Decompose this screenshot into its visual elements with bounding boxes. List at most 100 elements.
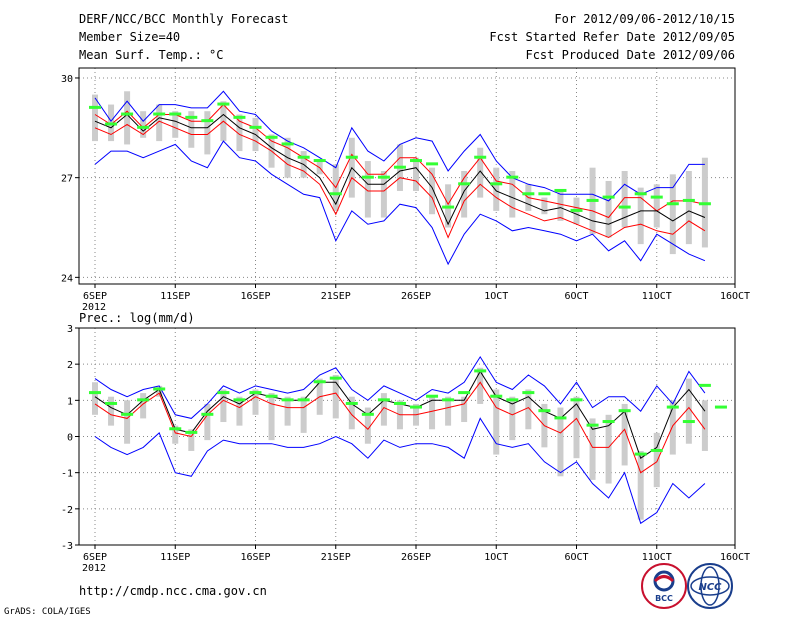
- temp-member-mark: [393, 165, 406, 169]
- temp-member-mark: [297, 155, 310, 159]
- precip-member-mark: [313, 380, 326, 384]
- temp-spread-box: [140, 111, 147, 138]
- bcc-logo-text: BCC: [655, 594, 673, 603]
- precip-spread-box: [172, 425, 179, 444]
- temp-spread-box: [493, 167, 500, 211]
- precip-member-mark: [201, 412, 214, 416]
- precip-spread-box: [509, 396, 516, 441]
- temp-member-mark: [249, 125, 262, 129]
- precip-spread-box: [621, 403, 628, 466]
- precip-member-mark: [265, 394, 278, 398]
- member-size: Member Size=40: [79, 30, 180, 44]
- precip-ytick-label: 1: [67, 396, 73, 407]
- produced-date: Fcst Produced Date 2012/09/06: [525, 48, 735, 62]
- temp-spread-box: [557, 190, 564, 221]
- precip-spread-box: [348, 396, 355, 430]
- precip-xtick-label: 11SEP: [160, 552, 190, 563]
- temp-spread-box: [124, 91, 131, 145]
- temp-line-lower-quantile: [94, 120, 706, 239]
- precip-member-mark: [169, 427, 182, 431]
- precip-member-mark: [153, 387, 166, 391]
- temp-ytick-label: 30: [61, 74, 73, 85]
- temp-ytick-label: 27: [61, 174, 73, 185]
- precip-member-mark: [121, 412, 134, 416]
- temp-member-mark: [698, 202, 711, 206]
- precip-spread-box: [268, 393, 275, 441]
- temp-spread-box: [188, 111, 195, 148]
- temp-member-mark: [634, 192, 647, 196]
- precip-spread-box: [92, 382, 98, 415]
- temp-xtick-label: 11SEP: [160, 291, 190, 302]
- temp-spread-box: [461, 171, 468, 218]
- temp-xtick-label: 6SEP: [83, 291, 107, 302]
- precip-spread-box: [252, 389, 259, 415]
- temp-member-mark: [265, 135, 278, 139]
- precip-spread-box: [605, 414, 612, 484]
- precip-member-mark: [506, 398, 519, 402]
- temp-member-mark: [201, 119, 214, 123]
- temp-spread-box: [413, 157, 419, 191]
- temp-member-mark: [169, 112, 182, 116]
- source-url: http://cmdp.ncc.cma.gov.cn: [79, 584, 267, 598]
- temperature-panel: 24 27 30 6SEP 11SEP 16SEP 21SEP 26SEP 1OCT 6OCT 11…: [61, 67, 750, 313]
- precip-member-mark: [682, 420, 695, 424]
- temp-line-min: [94, 140, 706, 266]
- precip-spread-box: [669, 400, 676, 455]
- temp-spread-box: [156, 104, 163, 142]
- precip-xtick-label: 6SEP: [83, 552, 107, 563]
- temp-member-mark: [281, 142, 294, 146]
- precip-member-mark: [618, 409, 631, 413]
- temp-spread-box: [509, 171, 516, 218]
- precip-member-mark: [281, 398, 294, 402]
- temp-spread-box: [172, 111, 179, 138]
- precip-member-mark: [249, 391, 262, 395]
- temp-spread-box: [92, 94, 98, 142]
- precip-spread-box: [589, 418, 596, 480]
- precip-spread-box: [188, 429, 195, 451]
- precip-spread-box: [220, 389, 227, 423]
- precip-spread-box: [429, 396, 436, 430]
- precip-member-mark: [105, 401, 118, 405]
- temp-member-mark: [217, 102, 230, 106]
- precip-spread-box: [140, 393, 147, 419]
- precip-member-mark: [377, 398, 390, 402]
- precip-spread-box: [701, 400, 708, 451]
- temp-member-mark: [426, 162, 439, 166]
- temp-spread-box: [364, 161, 371, 218]
- temp-member-mark: [361, 175, 374, 179]
- precip-spread-box: [445, 396, 452, 426]
- precip-xtick-label: 21SEP: [321, 552, 351, 563]
- precip-spread-box: [380, 393, 387, 426]
- precip-spread-box: [108, 396, 115, 426]
- precip-spread-box: [653, 432, 660, 488]
- precip-xtick-label: 6OCT: [564, 552, 588, 563]
- temp-member-mark: [554, 188, 567, 192]
- temp-member-mark: [377, 175, 390, 179]
- temp-spread-box: [653, 184, 660, 228]
- precip-member-mark: [586, 423, 599, 427]
- precip-line-max: [94, 355, 706, 419]
- precip-member-mark: [137, 398, 150, 402]
- temp-member-mark: [153, 112, 166, 116]
- precip-member-mark: [554, 416, 567, 420]
- precip-member-mark: [522, 391, 535, 395]
- temp-member-mark: [137, 125, 150, 129]
- precip-member-mark: [393, 401, 406, 405]
- temperature-plot-frame: [78, 67, 736, 285]
- temp-member-mark: [490, 182, 503, 186]
- temp-member-mark: [474, 155, 487, 159]
- precip-member-mark: [714, 405, 727, 409]
- precip-member-mark: [538, 409, 551, 413]
- refer-date: Fcst Started Refer Date 2012/09/05: [489, 30, 735, 44]
- precip-spread-box: [300, 396, 307, 433]
- ncc-logo: NCC: [687, 563, 733, 609]
- temp-xtick-label: 26SEP: [401, 291, 431, 302]
- precip-ytick-label: 2: [67, 360, 73, 371]
- temp-member-mark: [602, 195, 615, 199]
- precip-spread-box: [637, 450, 644, 520]
- precip-ytick-label: 3: [67, 324, 73, 335]
- precip-spread-box: [525, 389, 532, 430]
- temp-member-mark: [618, 205, 631, 209]
- precip-xtick-label: 26SEP: [401, 552, 431, 563]
